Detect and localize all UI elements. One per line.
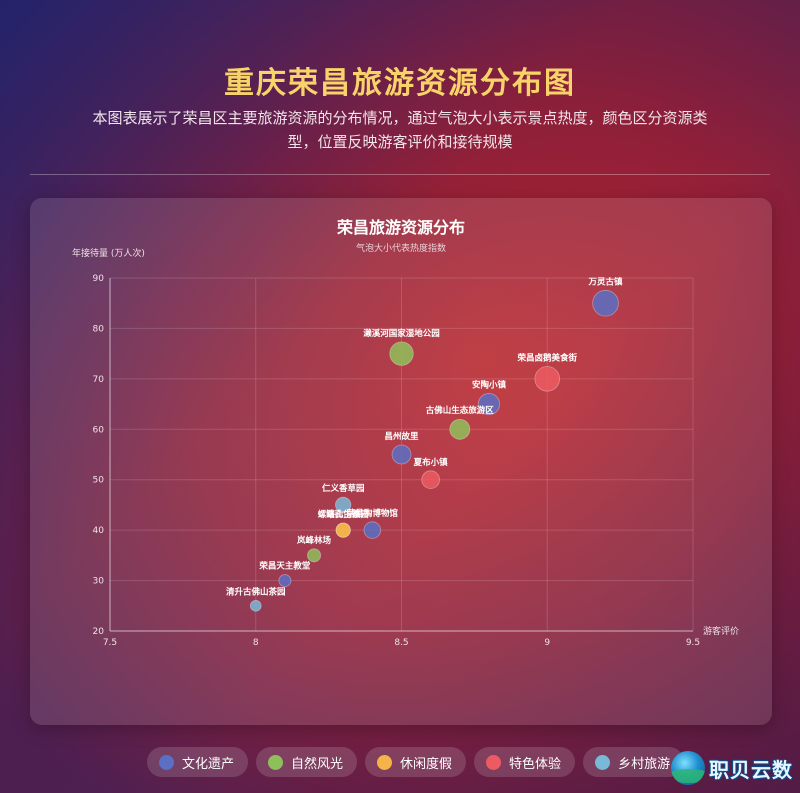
y-tick-label: 40 — [93, 526, 105, 536]
legend-dot — [268, 754, 284, 770]
legend-label: 乡村旅游 — [618, 756, 671, 772]
data-label: 古佛山生态旅游区 — [426, 405, 495, 416]
legend-item-leisure[interactable]: 休闲度假 — [365, 747, 467, 777]
bubble-point[interactable] — [449, 418, 471, 440]
x-tick-label: 9 — [544, 638, 550, 648]
legend-dot — [159, 754, 174, 770]
chart-card: 荣昌旅游资源分布 气泡大小代表热度指数 年接待量 (万人次) 游客评价 7.5 8… — [30, 198, 772, 725]
legend-dot — [595, 754, 611, 770]
legend-item-rural[interactable]: 乡村旅游 — [583, 747, 685, 777]
data-label: 荣昌天主教堂 — [258, 561, 311, 572]
data-label: 万灵古镇 — [588, 276, 624, 287]
logo-text: 职贝云数 — [709, 757, 793, 782]
x-tick-label: 8.5 — [394, 638, 408, 648]
bubble-point[interactable] — [477, 393, 500, 416]
brand-logo: 职贝云数 — [671, 748, 797, 788]
legend-item-heritage[interactable]: 文化遗产 — [147, 747, 249, 777]
chart-title: 荣昌旅游资源分布 — [336, 218, 465, 237]
data-label: 螺罐山生态园 — [318, 509, 369, 520]
x-tick-label: 7.5 — [103, 638, 117, 648]
bubble-point[interactable] — [335, 496, 352, 514]
legend-label: 特色体验 — [509, 756, 562, 772]
data-labels: 万灵古镇濑溪河国家湿地公园荣昌卤鹅美食街安陶小镇古佛山生态旅游区昌州故里夏布小镇… — [226, 276, 623, 597]
data-label: 荣昌卤鹅美食街 — [516, 353, 577, 364]
y-tick-label: 70 — [93, 375, 105, 385]
x-axis-label: 游客评价 — [703, 625, 739, 637]
bubble-point[interactable] — [278, 574, 292, 587]
x-tick-label: 9.5 — [686, 638, 700, 648]
scatter-chart: 荣昌旅游资源分布 气泡大小代表热度指数 年接待量 (万人次) 游客评价 7.5 8… — [72, 218, 739, 648]
y-tick-label: 80 — [93, 324, 105, 334]
bubble-point[interactable] — [307, 548, 322, 563]
y-tick-label: 50 — [93, 476, 105, 486]
bubble-point[interactable] — [391, 444, 412, 465]
bubble-point[interactable] — [335, 522, 351, 538]
bubble-point[interactable] — [249, 599, 262, 612]
legend-item-experience[interactable]: 特色体验 — [474, 747, 576, 777]
bubble-point[interactable] — [592, 289, 619, 317]
legend-item-nature[interactable]: 自然风光 — [256, 747, 358, 777]
y-tick-label: 30 — [93, 577, 105, 587]
bubble-point[interactable] — [363, 521, 382, 539]
bubble-point[interactable] — [389, 341, 414, 366]
legend-label: 自然风光 — [291, 756, 344, 772]
y-axis-label: 年接待量 (万人次) — [72, 247, 145, 259]
divider — [30, 174, 770, 175]
chart-subtitle: 气泡大小代表热度指数 — [356, 242, 446, 254]
y-tick-label: 60 — [93, 425, 105, 435]
legend-label: 休闲度假 — [400, 756, 453, 772]
page-subtitle: 本图表展示了荣昌区主要旅游资源的分布情况，通过气泡大小表示景点热度，颜色区分资源… — [92, 109, 708, 151]
data-label: 濑溪河国家湿地公园 — [363, 328, 440, 339]
legend: 文化遗产 自然风光 休闲度假 特色体验 乡村旅游 — [147, 747, 685, 777]
legend-dot — [486, 754, 502, 770]
data-label: 路孔古镇 — [326, 509, 361, 520]
bubble-point[interactable] — [534, 366, 560, 392]
logo-globe-icon — [671, 751, 705, 785]
data-label: 荣昌陶博物馆 — [346, 508, 399, 519]
bubble-point[interactable] — [421, 470, 440, 490]
y-tick-label: 20 — [93, 627, 105, 637]
data-label: 夏布小镇 — [413, 457, 449, 468]
legend-dot — [377, 754, 393, 770]
page-title: 重庆荣昌旅游资源分布图 — [224, 66, 576, 101]
y-tick-label: 90 — [93, 274, 105, 284]
axes: 7.5 8 8.5 9 9.5 20 30 40 50 60 70 80 90 — [93, 274, 701, 648]
data-label: 清升古佛山茶园 — [226, 586, 286, 597]
data-label: 岚峰林场 — [297, 535, 332, 546]
x-tick-label: 8 — [253, 638, 259, 648]
data-label: 安陶小镇 — [472, 379, 507, 390]
data-label: 昌州故里 — [384, 431, 419, 442]
data-points — [249, 289, 619, 612]
legend-label: 文化遗产 — [182, 756, 235, 772]
data-label: 仁义香草园 — [322, 483, 365, 494]
